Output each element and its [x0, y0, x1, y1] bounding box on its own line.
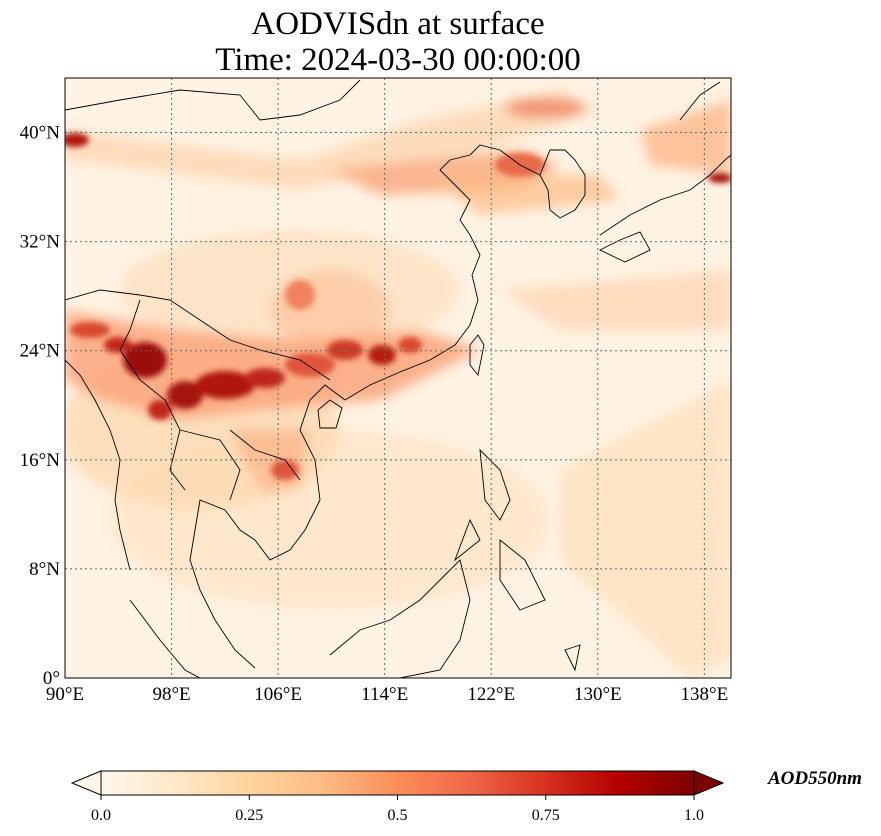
lat-tick-label: 8°N: [29, 559, 60, 580]
lat-tick-label: 16°N: [20, 450, 61, 471]
colorbar-tick-label: 1.0: [684, 807, 704, 824]
lon-tick-labels: 90°E 98°E 106°E 114°E 122°E 130°E 138°E: [46, 684, 728, 705]
colorbar-extend-low: [70, 770, 102, 796]
lon-tick-label: 114°E: [361, 684, 408, 705]
lon-tick-label: 138°E: [681, 684, 729, 705]
colorbar-tick-label: 0.25: [235, 807, 263, 824]
lon-tick-label: 106°E: [254, 684, 302, 705]
colorbar: 0.0 0.25 0.5 0.75 1.0: [70, 770, 725, 824]
colorbar-ticks: 0.0 0.25 0.5 0.75 1.0: [91, 795, 704, 824]
lat-tick-label: 40°N: [20, 123, 61, 144]
colorbar-label: AOD550nm: [768, 768, 862, 789]
colorbar-tick-label: 0.5: [388, 807, 408, 824]
colorbar-extend-high: [693, 770, 725, 796]
lat-tick-labels: 0° 8°N 16°N 24°N 32°N 40°N: [20, 123, 61, 689]
colorbar-tick-label: 0.75: [532, 807, 560, 824]
map-title-line1: AODVISdn at surface: [251, 6, 545, 42]
lon-tick-label: 122°E: [467, 684, 515, 705]
colorbar-tick-label: 0.0: [91, 807, 111, 824]
map-frame: [64, 77, 732, 679]
lon-tick-label: 90°E: [46, 684, 84, 705]
lon-tick-label: 98°E: [152, 684, 190, 705]
aod-field: [65, 78, 731, 678]
lat-tick-label: 0°: [43, 668, 60, 689]
colorbar-gradient: [101, 771, 694, 795]
map-title-line2: Time: 2024-03-30 00:00:00: [215, 42, 581, 78]
lon-tick-label: 130°E: [574, 684, 622, 705]
lat-tick-label: 24°N: [20, 341, 61, 362]
lat-tick-label: 32°N: [20, 232, 61, 253]
